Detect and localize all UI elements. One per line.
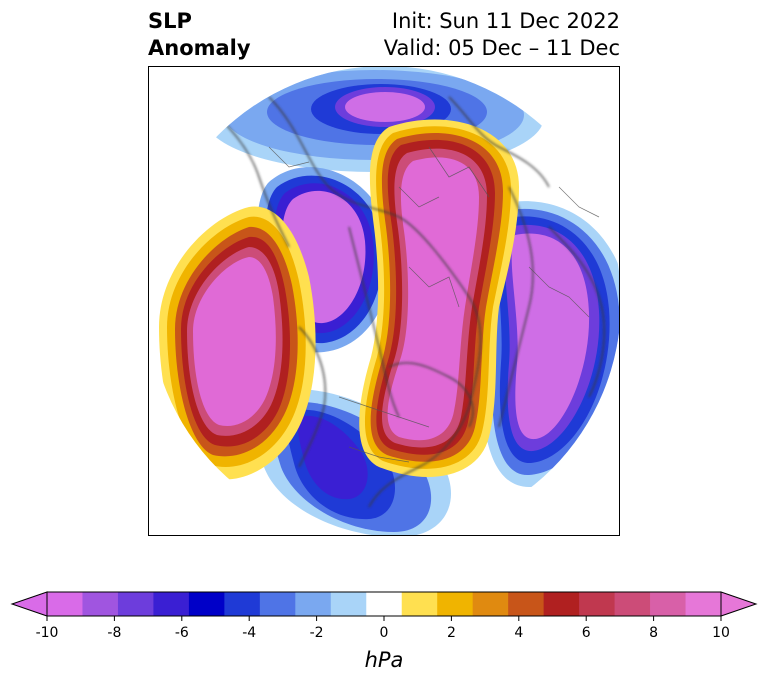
title-line-2: Anomaly — [148, 36, 251, 60]
colorbar-segment — [472, 592, 509, 616]
colorbar-tick-label: 2 — [447, 625, 456, 641]
colorbar-unit-label: hPa — [364, 648, 404, 672]
colorbar-tick-label: 6 — [582, 625, 591, 641]
colorbar-under-arrow — [10, 591, 48, 617]
country-borders — [268, 146, 600, 463]
colorbar-segment — [295, 592, 332, 616]
colorbar-tick-label: 10 — [712, 625, 730, 641]
colorbar-segment — [188, 592, 225, 616]
colorbar-segment — [366, 592, 403, 616]
colorbar: -10 -8 -6 -4 -2 0 2 4 6 8 10 — [10, 591, 758, 641]
colorbar-segment — [259, 592, 296, 616]
colorbar-segment — [117, 592, 154, 616]
colorbar-segment — [401, 592, 438, 616]
map-title: SLP Anomaly — [148, 8, 251, 62]
colorbar-tick-label: -8 — [107, 625, 121, 641]
anomaly-field — [149, 67, 619, 535]
colorbar-tick-label: 4 — [514, 625, 523, 641]
anomaly-map — [149, 67, 619, 535]
colorbar-segment — [82, 592, 119, 616]
colorbar-tick-label: -6 — [175, 625, 189, 641]
map-subtitle: Init: Sun 11 Dec 2022 Valid: 05 Dec – 11… — [384, 8, 620, 62]
positive-anomaly-west — [159, 206, 316, 480]
coastlines — [208, 96, 605, 508]
map-panel — [148, 66, 620, 536]
colorbar-segment — [579, 592, 616, 616]
colorbar-segment — [685, 592, 722, 616]
colorbar-segment — [614, 592, 651, 616]
colorbar-segment — [437, 592, 474, 616]
colorbar-segment — [153, 592, 190, 616]
colorbar-tick-label: 0 — [380, 625, 389, 641]
colorbar-segment — [508, 592, 545, 616]
colorbar-segment — [47, 592, 83, 616]
init-time: Init: Sun 11 Dec 2022 — [391, 9, 620, 33]
colorbar-tick-label: -4 — [242, 625, 256, 641]
colorbar-over-arrow — [720, 591, 758, 617]
valid-period: Valid: 05 Dec – 11 Dec — [383, 36, 620, 60]
colorbar-segment — [224, 592, 261, 616]
colorbar-segment — [330, 592, 367, 616]
colorbar-tick-label: 8 — [649, 625, 658, 641]
colorbar-segment — [543, 592, 580, 616]
colorbar-tick-label: -10 — [36, 625, 59, 641]
colorbar-segment — [650, 592, 687, 616]
colorbar-tick-label: -2 — [310, 625, 324, 641]
title-line-1: SLP — [148, 9, 192, 33]
